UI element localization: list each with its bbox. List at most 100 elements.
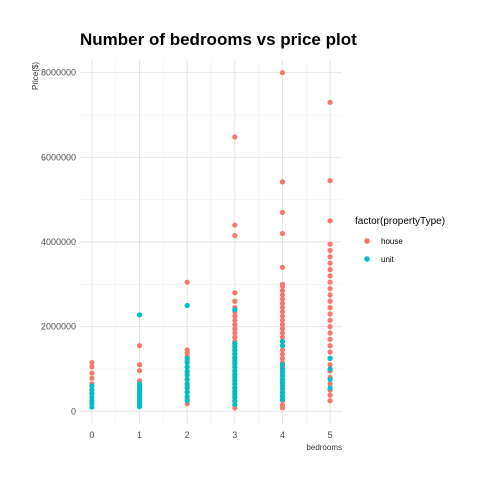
unit-point [184, 381, 190, 387]
house-point [136, 362, 143, 368]
house-point [184, 279, 190, 285]
unit-point [327, 385, 333, 391]
x-tick-label: 5 [328, 430, 333, 440]
series-house [89, 70, 333, 411]
unit-point [136, 404, 143, 410]
house-point [232, 290, 238, 296]
house-point [327, 398, 333, 404]
legend-label-house: house [381, 237, 403, 246]
house-point [279, 292, 286, 298]
house-point [327, 241, 333, 247]
house-point [89, 364, 95, 370]
house-point [279, 70, 286, 76]
y-axis-label: Price($) [31, 62, 40, 90]
house-point [136, 343, 143, 349]
x-tick-label: 2 [185, 430, 190, 440]
house-point [327, 324, 333, 330]
house-point [279, 355, 286, 361]
unit-point [184, 364, 190, 370]
unit-point [184, 368, 190, 374]
unit-point [184, 360, 190, 366]
chart-title: Number of bedrooms vs price plot [80, 30, 357, 49]
y-tick-label: 8000000 [41, 68, 76, 78]
house-point [327, 292, 333, 298]
house-point [279, 264, 286, 270]
unit-point [279, 343, 286, 349]
house-point [136, 368, 143, 374]
unit-point [279, 338, 286, 345]
house-point [327, 298, 333, 304]
house-point [327, 266, 333, 273]
house-point [279, 334, 286, 340]
house-point [279, 321, 286, 328]
house-point [279, 209, 286, 215]
house-point [279, 405, 286, 411]
house-point [232, 222, 238, 228]
unit-point [184, 393, 190, 400]
unit-point [184, 385, 190, 391]
house-point [279, 351, 286, 357]
unit-point [327, 366, 333, 372]
house-point [279, 288, 286, 294]
house-point [279, 305, 286, 311]
house-point [232, 313, 238, 319]
x-tick-label: 0 [89, 430, 94, 440]
house-point [232, 330, 238, 336]
unit-point [184, 389, 190, 395]
house-point [232, 317, 238, 323]
unit-point [184, 355, 190, 361]
unit-point [232, 307, 238, 313]
house-point [232, 334, 238, 340]
house-point [327, 247, 333, 254]
house-point [327, 305, 333, 311]
house-point [327, 273, 333, 279]
unit-point [89, 404, 95, 410]
house-point [89, 375, 95, 381]
legend-label-unit: unit [381, 255, 395, 264]
house-point [327, 218, 333, 224]
house-point [232, 321, 238, 328]
house-point [327, 336, 333, 342]
x-axis-label: bedrooms [306, 443, 342, 452]
house-point [327, 349, 333, 355]
house-point [327, 317, 333, 323]
y-tick-label: 2000000 [41, 322, 76, 332]
house-point [327, 392, 333, 398]
y-tick-label: 4000000 [41, 237, 76, 247]
house-point [279, 300, 286, 306]
unit-point [184, 398, 190, 404]
unit-point [279, 396, 286, 403]
house-point [327, 178, 333, 184]
house-point [279, 313, 286, 319]
x-tick-label: 3 [232, 430, 237, 440]
house-point [327, 343, 333, 349]
x-tick-label: 4 [280, 430, 285, 440]
house-point [327, 330, 333, 336]
house-point [279, 317, 286, 323]
house-point [327, 260, 333, 266]
house-point [279, 330, 286, 336]
house-point [279, 283, 286, 290]
axis-ticks: 0 1 2 3 4 5 0 2000000 4000000 6000000 8000000 [41, 68, 333, 440]
series-unit [89, 302, 333, 410]
legend-title: factor(propertyType) [355, 216, 445, 227]
house-point [327, 285, 333, 292]
house-point [89, 370, 95, 376]
grid-lines [80, 60, 342, 424]
house-point [279, 347, 286, 353]
legend-items: house unit [364, 237, 403, 264]
unit-point [184, 302, 190, 309]
unit-point [279, 362, 286, 368]
house-point [232, 298, 238, 304]
legend: factor(propertyType) house unit [355, 216, 445, 264]
house-point [327, 311, 333, 317]
y-tick-label: 0 [71, 406, 76, 416]
unit-point [89, 390, 95, 397]
house-point [232, 233, 238, 239]
house-point [279, 230, 286, 237]
house-point [327, 254, 333, 260]
house-point [89, 360, 95, 366]
house-point [327, 279, 333, 285]
y-tick-label: 6000000 [41, 152, 76, 162]
